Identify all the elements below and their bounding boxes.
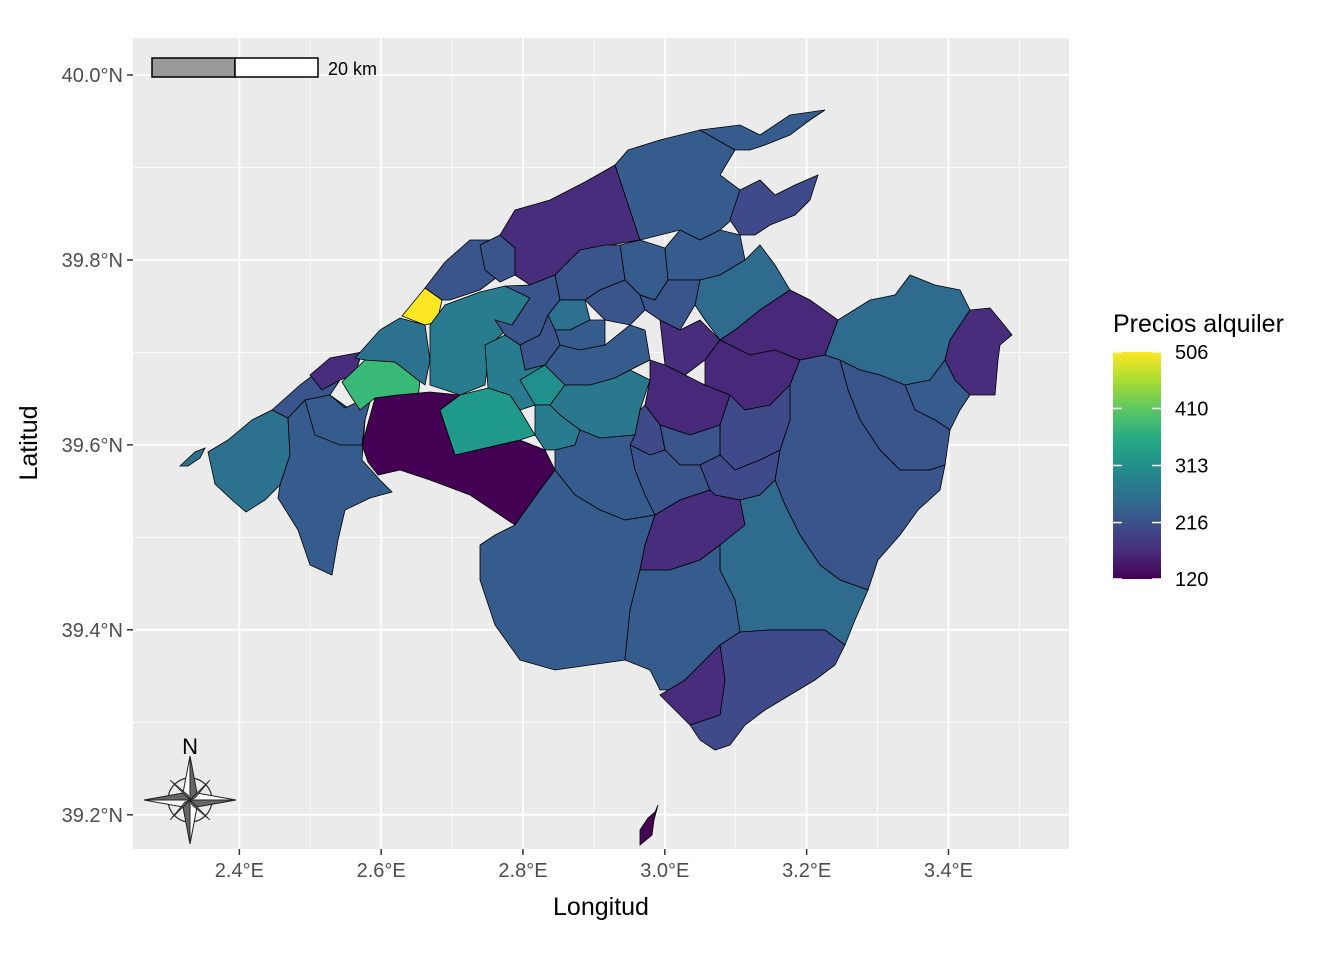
x-tick-label: 3.4°E [924, 860, 973, 882]
y-axis-ticks: 39.2°N 39.4°N 39.6°N 39.8°N 40.0°N [62, 65, 133, 827]
y-tick-label: 40.0°N [62, 65, 123, 87]
x-tick-label: 2.6°E [357, 860, 406, 882]
legend-ticks: 506 410 313 216 120 [1113, 342, 1208, 591]
scale-bar: 20 km [151, 57, 377, 79]
x-axis-ticks: 2.4°E 2.6°E 2.8°E 3.0°E 3.2°E 3.4°E [215, 849, 973, 882]
north-arrow-icon: N [143, 734, 237, 845]
scale-bar-segment-filled [151, 57, 236, 78]
region-formentor [698, 109, 826, 151]
x-tick-label: 2.8°E [498, 860, 547, 882]
legend-label: 410 [1175, 398, 1208, 420]
region-puigpunyent [304, 394, 373, 446]
y-tick-label: 39.6°N [62, 435, 123, 457]
y-tick-label: 39.2°N [62, 805, 123, 827]
x-tick-label: 3.2°E [782, 860, 831, 882]
legend-label: 313 [1175, 456, 1208, 478]
region-llubi [639, 279, 701, 331]
region-sencelles [544, 324, 651, 386]
north-arrow-label: N [182, 734, 198, 759]
region-deia [401, 287, 443, 326]
y-tick-label: 39.8°N [62, 250, 123, 272]
legend-label: 506 [1175, 342, 1208, 364]
legend-label: 120 [1175, 569, 1208, 591]
region-capdepera [944, 307, 1013, 396]
x-axis-title: Longitud [553, 893, 649, 921]
region-alcudia [729, 174, 819, 236]
y-axis-title: Latitud [15, 405, 43, 480]
region-valldemossa [354, 317, 431, 386]
x-tick-label: 2.4°E [215, 860, 264, 882]
scale-bar-segment-empty [234, 57, 319, 78]
scale-bar-label: 20 km [328, 59, 377, 79]
x-tick-label: 3.0°E [640, 860, 689, 882]
y-tick-label: 39.4°N [62, 620, 123, 642]
legend-title: Precios alquiler [1113, 310, 1284, 338]
mallorca-municipalities [178, 109, 1013, 846]
region-santanyi-tip [659, 644, 726, 726]
legend: Precios alquiler 506 410 313 216 120 [1113, 310, 1284, 591]
region-cabrera [639, 804, 659, 846]
legend-label: 216 [1175, 513, 1208, 535]
region-dragonera [178, 447, 206, 467]
